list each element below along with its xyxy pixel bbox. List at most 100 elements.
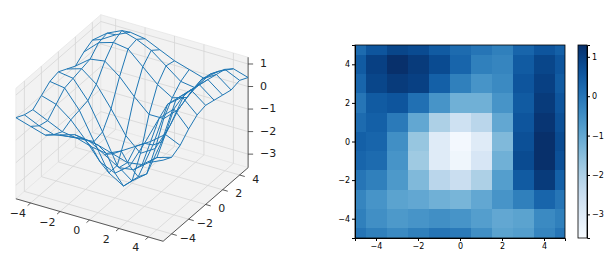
cell [429, 228, 451, 238]
cell [534, 45, 556, 55]
tick-label: −2 [260, 125, 276, 138]
tick-label: 4 [132, 241, 139, 254]
tick-label: −2 [338, 176, 350, 185]
cell [492, 45, 514, 55]
cell [387, 209, 409, 229]
cell [355, 74, 366, 94]
cell [450, 228, 472, 238]
y-axis-line [163, 168, 248, 242]
wire-column [75, 50, 160, 173]
cell [387, 228, 409, 238]
grid-line [24, 191, 171, 234]
cell [513, 93, 535, 113]
tick [223, 190, 228, 191]
colorbar: −3−2−101 [578, 45, 604, 239]
tick [248, 131, 253, 132]
cell [408, 190, 430, 210]
cell [408, 55, 430, 75]
cell [555, 151, 566, 171]
axes-heatmap: −4−2024−4−2024 [338, 35, 576, 250]
cell [492, 93, 514, 113]
cell [366, 170, 388, 190]
tick: −4 [338, 215, 355, 224]
cell [492, 228, 514, 238]
cell [408, 93, 430, 113]
grid-line [115, 19, 116, 129]
cell [513, 209, 535, 229]
cell [408, 74, 430, 94]
tick-label: −1 [260, 102, 276, 115]
cell [355, 151, 366, 171]
figure: −4−2024−4−2024−3−2−101−4−2024−4−2024−3−2… [0, 0, 604, 270]
cell [471, 132, 493, 152]
tick-mark [376, 238, 377, 241]
tick: 0 [345, 138, 355, 147]
cell [387, 190, 409, 210]
cell [555, 45, 566, 55]
cell [408, 228, 430, 238]
cell [513, 132, 535, 152]
cell [471, 209, 493, 229]
cell [534, 113, 556, 133]
tick-label: 0 [73, 224, 80, 237]
tick [248, 63, 253, 64]
cell [355, 55, 366, 75]
tick: 0 [458, 238, 463, 251]
tick-label: −1 [592, 132, 604, 141]
tick [189, 219, 194, 220]
cell [408, 132, 430, 152]
tick-mark [352, 142, 355, 143]
grid-line [16, 21, 101, 95]
axis: −4−2024 [338, 46, 355, 239]
grid-line [16, 112, 101, 186]
cell [450, 113, 472, 133]
tick-mark [502, 238, 503, 241]
tick-label: 0 [260, 80, 267, 93]
cell [450, 74, 472, 94]
tick [57, 212, 60, 215]
wire-column [163, 78, 248, 161]
cell [387, 74, 409, 94]
wireframe [16, 31, 248, 186]
tick-label: −3 [592, 210, 604, 219]
cell [387, 93, 409, 113]
wire-row [75, 59, 222, 119]
cell [450, 45, 472, 55]
tick: 2 [500, 238, 505, 251]
wire-row [92, 31, 239, 88]
axis: −4−2024 [356, 238, 566, 251]
tick-label: −4 [371, 242, 383, 251]
cell [471, 228, 493, 238]
tick-mark [352, 219, 355, 220]
cell [534, 55, 556, 75]
cell [366, 209, 388, 229]
cell [355, 113, 366, 133]
cell [408, 170, 430, 190]
tick-mark [418, 238, 419, 241]
cell [555, 55, 566, 75]
cell [429, 45, 451, 55]
wire-row [101, 32, 248, 78]
cell [534, 228, 556, 238]
cell [366, 74, 388, 94]
tick-label: −2 [39, 216, 55, 229]
tick [145, 237, 148, 240]
cell [555, 170, 566, 190]
cell [513, 74, 535, 94]
cell [450, 151, 472, 171]
cell [387, 113, 409, 133]
cell [513, 170, 535, 190]
cell [471, 45, 493, 55]
cell [429, 55, 451, 75]
tick [116, 229, 119, 232]
cell [366, 190, 388, 210]
cell [355, 170, 366, 190]
tick-label: 0 [458, 242, 463, 251]
frame [355, 45, 565, 238]
cell [471, 74, 493, 94]
cell [534, 190, 556, 210]
cell [492, 170, 514, 190]
grid [16, 19, 248, 237]
tick: −2 [587, 171, 604, 180]
cell [555, 74, 566, 94]
